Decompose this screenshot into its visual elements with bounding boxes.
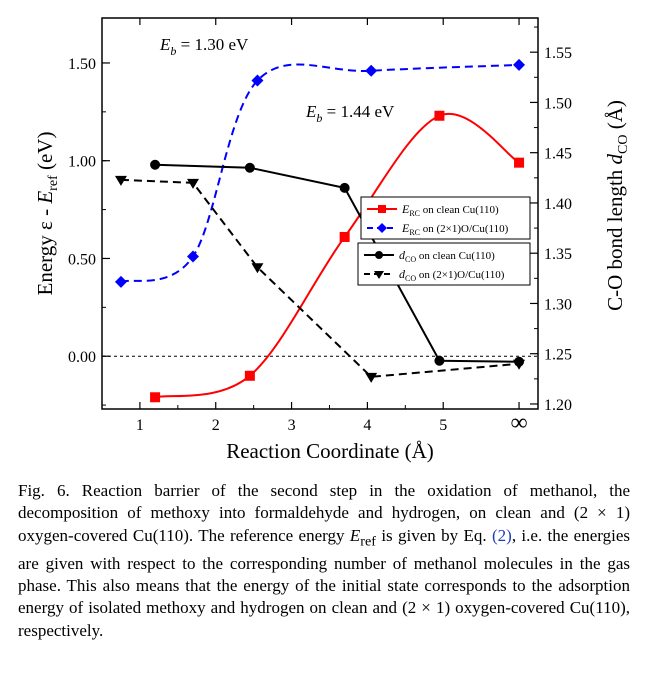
y-left-axis-label: Energy ε - Eref (eV) [33,132,61,296]
caption-text-1: Reaction barrier of the second step in t… [18,481,631,545]
data-point-e-rc-clean-4 [434,110,445,121]
caption-text-2: is given by Eq. [381,525,487,545]
y-right-tick-label: 1.40 [544,196,572,213]
y-right-tick-label: 1.45 [544,146,572,163]
y-right-axis-label: C-O bond length dCO (Å) [603,100,631,311]
legend-box-2 [357,242,531,286]
caption-eref-symbol: E [349,525,361,545]
x-tick-label: ∞ [510,410,527,436]
legend-label-e-rc-oxygen-covered: ERC on (2×1)O/Cu(110) [401,221,509,237]
legend-marker-e-rc-oxygen-covered [377,223,387,233]
data-point-d-co-oxygen-covered-4 [365,372,378,383]
data-point-e-rc-clean-5 [514,157,525,168]
data-point-d-co-clean-4 [434,355,445,366]
data-point-e-rc-oxygen-covered-3 [251,74,264,87]
legend-marker-e-rc-clean [378,205,386,213]
data-point-d-co-clean-1 [150,159,161,170]
y-right-tick-label: 1.20 [544,397,572,414]
x-tick-label: 5 [439,417,447,434]
legend-label-e-rc-clean: ERC on clean Cu(110) [401,202,499,218]
barrier-annotation-1: Eb = 1.30 eV [159,35,249,58]
y-right-tick-label: 1.25 [544,347,572,364]
data-point-e-rc-clean-1 [150,392,161,403]
figure-caption: Fig. 6. Reaction barrier of the second s… [18,480,630,642]
legend-marker-d-co-clean [375,251,383,259]
y-right-tick-label: 1.55 [544,45,572,62]
data-point-d-co-oxygen-covered-3 [251,263,264,274]
caption-text-3: , i.e. the energies are given with respe… [18,525,631,640]
barrier-annotation-2: Eb = 1.44 eV [305,102,395,125]
x-tick-label: 3 [288,417,296,434]
reaction-barrier-chart: 1 2 3 4 5 ∞ 0.00 0.50 1.00 1.50 1.20 1.25 1.30 1.35 1.… [33,17,631,463]
legend-label-d-co-oxygen-covered: dCO on (2×1)O/Cu(110) [399,267,505,283]
caption-label: Fig. 6. [18,481,70,500]
caption-equation-link[interactable]: (2) [492,525,512,545]
data-point-e-rc-oxygen-covered-2 [186,250,199,263]
data-point-e-rc-clean-2 [244,370,255,381]
x-tick-label: 1 [136,417,144,434]
legend-label-d-co-clean: dCO on clean Cu(110) [399,248,495,264]
y-left-tick-label: 0.00 [68,349,96,366]
x-tick-label: 4 [363,417,371,434]
legend-box-1 [360,196,531,240]
data-point-d-co-oxygen-covered-2 [186,178,199,189]
legend-marker-d-co-oxygen-covered [374,271,384,279]
data-point-e-rc-clean-3 [339,231,350,242]
x-tick-label: 2 [212,417,220,434]
y-right-tick-label: 1.35 [544,246,572,263]
data-point-e-rc-oxygen-covered-1 [114,275,127,288]
y-left-tick-label: 0.50 [68,251,96,268]
data-point-e-rc-oxygen-covered-4 [365,64,378,77]
data-point-d-co-clean-3 [339,182,350,193]
y-right-tick-label: 1.50 [544,95,572,112]
data-point-d-co-oxygen-covered-5 [513,359,526,370]
plot-frame [101,17,539,410]
y-right-tick-label: 1.30 [544,296,572,313]
caption-eref-subscript: ref [360,533,376,550]
x-axis-label: Reaction Coordinate (Å) [226,439,434,463]
data-point-d-co-clean-2 [244,162,255,173]
y-left-tick-label: 1.50 [68,56,96,73]
data-point-d-co-oxygen-covered-1 [114,175,127,186]
y-left-tick-label: 1.00 [68,154,96,171]
data-point-e-rc-oxygen-covered-5 [513,58,526,71]
